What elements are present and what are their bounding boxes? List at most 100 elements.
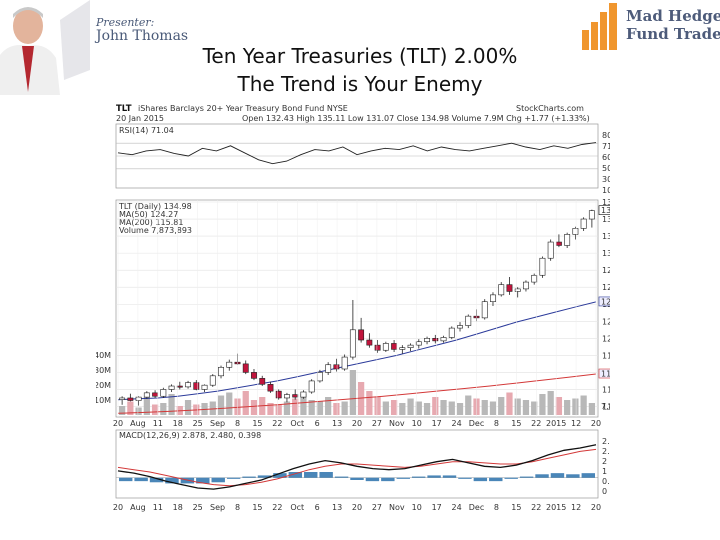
macd-histogram-bar (134, 477, 148, 482)
tlt-chart: TLT iShares Barclays 20+ Year Treasury B… (96, 100, 610, 520)
macd-histogram-bar (458, 477, 472, 479)
x-tick-label: 15 (511, 419, 521, 428)
price-tick-label: 130 (602, 249, 610, 258)
candle-body (588, 210, 595, 220)
x-tick-label: 22 (272, 419, 282, 428)
price-tick-label: 118 (602, 351, 610, 360)
volume-bar (465, 395, 472, 415)
candle-body (152, 392, 159, 397)
candle-body (143, 392, 150, 398)
x-tick-label: 12 (571, 503, 581, 512)
x-tick-label: 18 (173, 503, 183, 512)
candle-body (457, 325, 463, 329)
logo-bars-icon (582, 3, 617, 50)
macd-histogram-bar (334, 476, 349, 478)
volume-bar (440, 400, 447, 415)
x-tick-label: Dec (469, 503, 484, 512)
macd-signal-line (117, 448, 597, 487)
macd-histogram-bar (381, 477, 395, 482)
candle-body (135, 396, 142, 401)
candle-body (580, 218, 587, 229)
x-tick-label: 24 (451, 503, 461, 512)
macd-histogram-bar (396, 477, 410, 479)
x-tick-label: 27 (372, 419, 382, 428)
volume-bar (481, 400, 488, 415)
candle-body (391, 343, 398, 350)
x-tick-label: 11 (153, 503, 163, 512)
candle-body (251, 372, 257, 379)
slide-title: Ten Year Treasuries (TLT) 2.00% (202, 44, 518, 68)
candle-body (218, 366, 224, 377)
x-tick-label: 2015 (546, 419, 566, 428)
volume-bar (226, 392, 233, 415)
x-tick-label: 20 (591, 503, 601, 512)
candle-body (440, 337, 447, 342)
x-tick-label: Aug (130, 503, 146, 512)
chart-source: StockCharts.com (516, 104, 584, 113)
x-tick-label: 8 (235, 419, 240, 428)
macd-histogram-bar (473, 477, 488, 482)
chart-header-symbol: TLT (116, 104, 132, 114)
volume-bar (407, 398, 414, 415)
x-axis: 20 20 Aug Aug 11 11 18 18 25 25 Sep Sep 8 8 15 15 22 22 Oc… (113, 200, 601, 512)
macd-histogram-bar (119, 477, 133, 482)
volume-bar (341, 401, 348, 415)
x-tick-label: 15 (252, 503, 262, 512)
macd-histogram-bar (550, 473, 565, 478)
volume-bar (168, 394, 175, 415)
price-legend-tlt: TLT (Daily) 134.98 (118, 202, 192, 211)
slide-subtitle: The Trend is Your Enemy (237, 72, 483, 96)
candle-body (498, 284, 505, 296)
candle-body (292, 394, 299, 398)
x-tick-label: 20 (352, 503, 362, 512)
candle-body (506, 284, 513, 292)
volume-tick-label: 40M (96, 351, 111, 360)
rsi-tick-label: 50 (602, 164, 610, 173)
macd-histogram-bar (165, 477, 179, 484)
macd-histogram-bar (427, 475, 441, 478)
macd-tick-label: 2.878 (602, 437, 610, 446)
macd-histogram-bar (257, 475, 272, 478)
x-tick-label: 20 (113, 503, 123, 512)
volume-bar (217, 395, 225, 415)
candle-body (300, 391, 307, 398)
macd-histogram-bar (365, 477, 380, 482)
presenter-name: John Thomas (96, 28, 189, 44)
last-value-label: 134.98 (601, 206, 610, 215)
candle-body (555, 241, 562, 246)
volume-bar (143, 397, 150, 415)
x-tick-label: 20 (591, 419, 601, 428)
volume-bar (564, 400, 571, 415)
candle-body (201, 384, 208, 390)
volume-bar (151, 404, 159, 415)
rsi-tick-label: 80 (602, 131, 610, 140)
price-tick-label: 114 (602, 385, 610, 394)
volume-bar (572, 398, 579, 415)
volume-tick-label: 20M (96, 381, 111, 390)
volume-bar (349, 370, 356, 415)
x-tick-label: 8 (494, 503, 499, 512)
x-tick-label: 6 (315, 419, 320, 428)
macd-tick-label: 0.398 (602, 477, 610, 486)
last-volume-label: 7,873,893 (601, 402, 610, 411)
candle-body (366, 339, 373, 346)
candle-body (572, 228, 579, 235)
macd-tick-label: 2 (602, 457, 607, 466)
candle-body (333, 364, 340, 370)
volume-bar (580, 395, 587, 415)
candle-body (209, 375, 216, 386)
price-tick-label: 120 (602, 334, 610, 343)
x-tick-label: 8 (235, 503, 240, 512)
price-tick-label: 136 (602, 198, 610, 207)
price-panel: TLT (Daily) 134.98 MA(50) 124.27 MA(200)… (96, 198, 610, 418)
candle-body (168, 385, 175, 390)
volume-bar (316, 401, 324, 415)
x-tick-label: 27 (372, 503, 382, 512)
volume-bar (127, 401, 134, 415)
price-legend-ma50: MA(50) 124.27 (119, 210, 178, 219)
macd-tick-label: 0 (602, 487, 607, 496)
price-legend-volume: Volume 7,873,893 (119, 226, 192, 235)
last-value-box (598, 205, 610, 215)
volume-bar (300, 394, 307, 415)
volume-bar (448, 401, 455, 415)
